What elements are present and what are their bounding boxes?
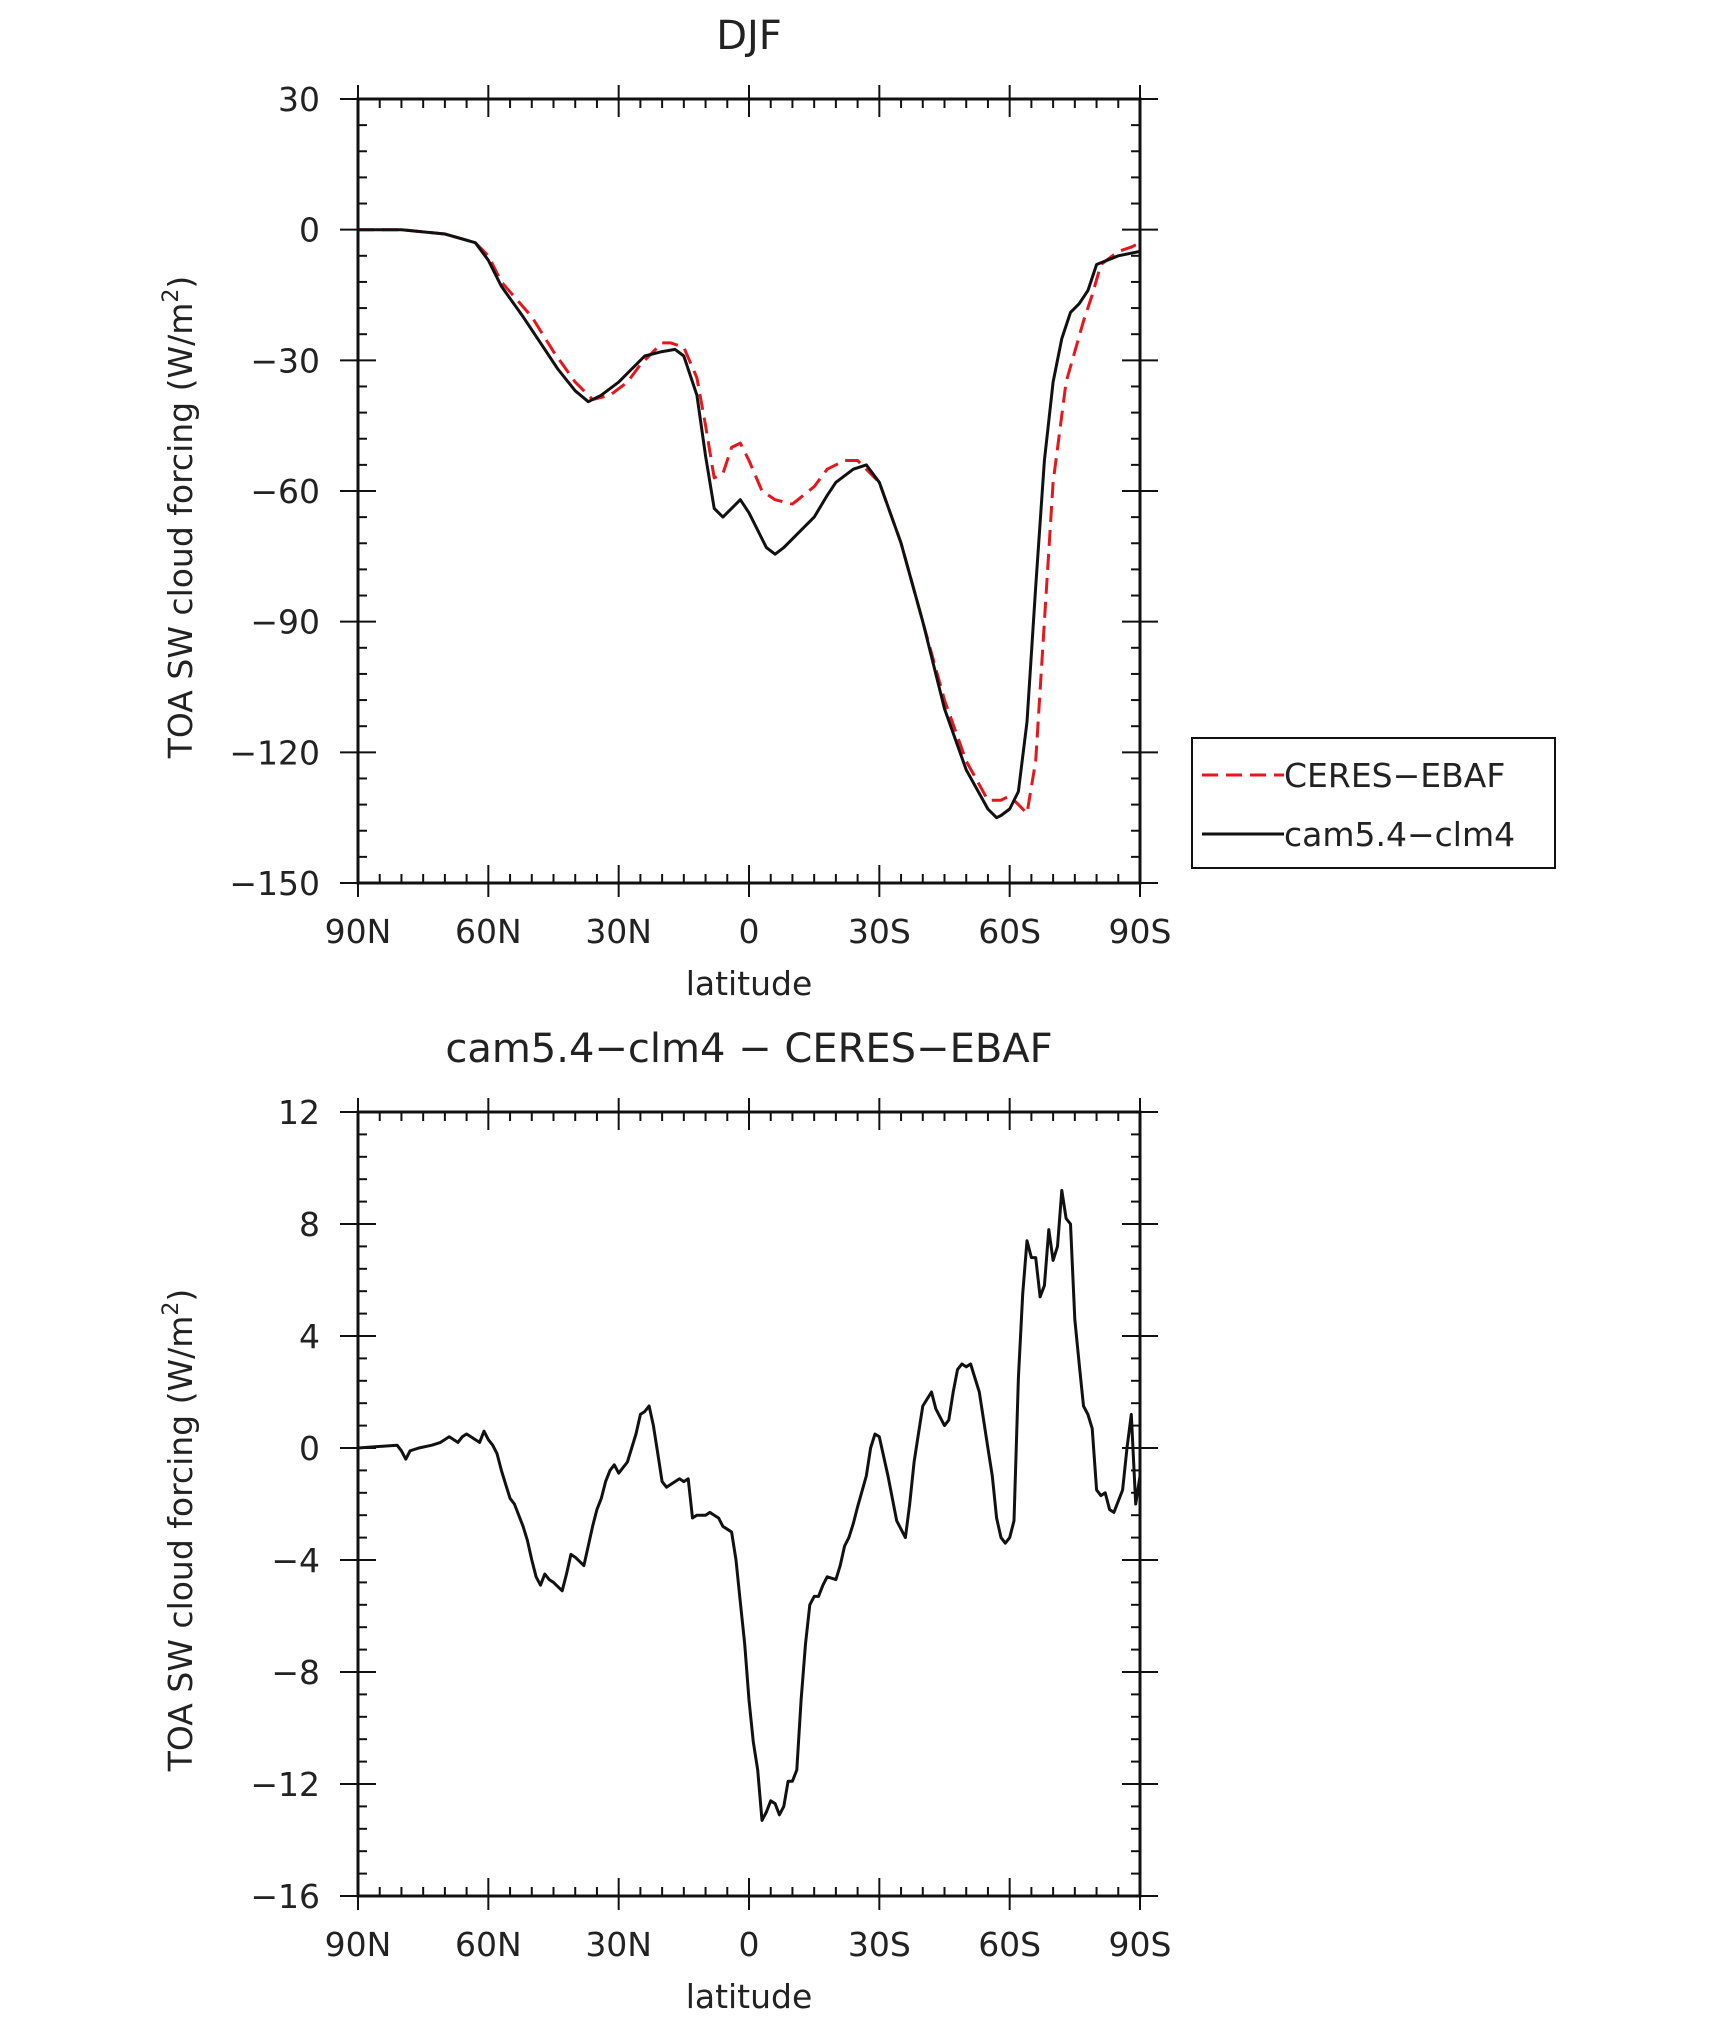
y-tick-label: 0	[299, 1429, 320, 1468]
x-tick-label: 30S	[848, 912, 911, 951]
x-tick-label: 60N	[455, 912, 522, 951]
series-line-difference	[357, 1188, 1142, 1822]
x-tick-label: 30N	[585, 912, 652, 951]
x-tick-label: 90N	[325, 1925, 392, 1964]
y-tick-label: −16	[250, 1877, 320, 1916]
y-axis-label-close: )	[161, 276, 200, 289]
chart-title: DJF	[716, 13, 782, 59]
y-axis-label: TOA SW cloud forcing (W/m2)	[159, 1289, 200, 1773]
x-tick-label: 60S	[978, 912, 1041, 951]
y-axis-label: TOA SW cloud forcing (W/m2)	[159, 276, 200, 760]
chart-panel-top: DJF 90N 60N 30N 0 30S 60S 90S 30 0 −30 −60 −90 −120 −1…	[159, 13, 1556, 1003]
y-tick-label: −4	[271, 1541, 320, 1580]
y-tick-label: −8	[271, 1653, 320, 1692]
x-axis-label: latitude	[686, 1977, 813, 2016]
y-tick-label: −60	[250, 472, 320, 511]
y-tick-label: −150	[229, 864, 320, 903]
x-axis-label: latitude	[686, 964, 813, 1003]
chart-title: cam5.4−clm4 − CERES−EBAF	[445, 1026, 1052, 1072]
y-tick-label: −30	[250, 341, 320, 380]
y-tick-label: −90	[250, 603, 320, 642]
y-axis-label-superscript: 2	[159, 289, 184, 303]
chart-panel-bottom: cam5.4−clm4 − CERES−EBAF 90N 60N 30N 0 30S 60S…	[159, 1026, 1171, 2016]
y-tick-label: 12	[278, 1093, 320, 1132]
x-tick-label: 90N	[325, 912, 392, 951]
y-axis-label-superscript: 2	[159, 1302, 184, 1316]
x-tick-label: 0	[739, 912, 760, 951]
y-tick-label: 0	[299, 211, 320, 250]
x-tick-label: 90S	[1109, 912, 1172, 951]
x-tick-label: 30S	[848, 1925, 911, 1964]
y-tick-label: 8	[299, 1205, 320, 1244]
y-axis-label-text: TOA SW cloud forcing (W/m	[161, 1316, 200, 1773]
x-tick-label: 0	[739, 1925, 760, 1964]
x-tick-label: 60N	[455, 1925, 522, 1964]
y-tick-label: 4	[299, 1317, 320, 1356]
legend-box	[1191, 737, 1556, 869]
series-line-cam5-4-clm4	[358, 228, 1141, 820]
y-tick-label: 30	[278, 80, 320, 119]
y-axis-label-close: )	[161, 1289, 200, 1302]
x-tick-label: 60S	[978, 1925, 1041, 1964]
y-tick-label: −120	[229, 733, 320, 772]
plot-frame	[356, 1110, 1142, 1898]
series-line-ceres-ebaf	[358, 228, 1141, 815]
legend: CERES−EBAF cam5.4−clm4	[1191, 737, 1556, 869]
y-axis-label-text: TOA SW cloud forcing (W/m	[161, 303, 200, 760]
y-tick-label: −12	[250, 1765, 320, 1804]
legend-entry-label: CERES−EBAF	[1284, 756, 1505, 795]
x-tick-label: 90S	[1109, 1925, 1172, 1964]
x-tick-label: 30N	[585, 1925, 652, 1964]
legend-entry-label: cam5.4−clm4	[1284, 815, 1515, 854]
